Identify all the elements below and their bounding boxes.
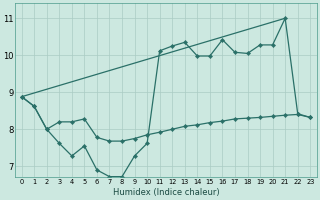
X-axis label: Humidex (Indice chaleur): Humidex (Indice chaleur) <box>113 188 219 197</box>
